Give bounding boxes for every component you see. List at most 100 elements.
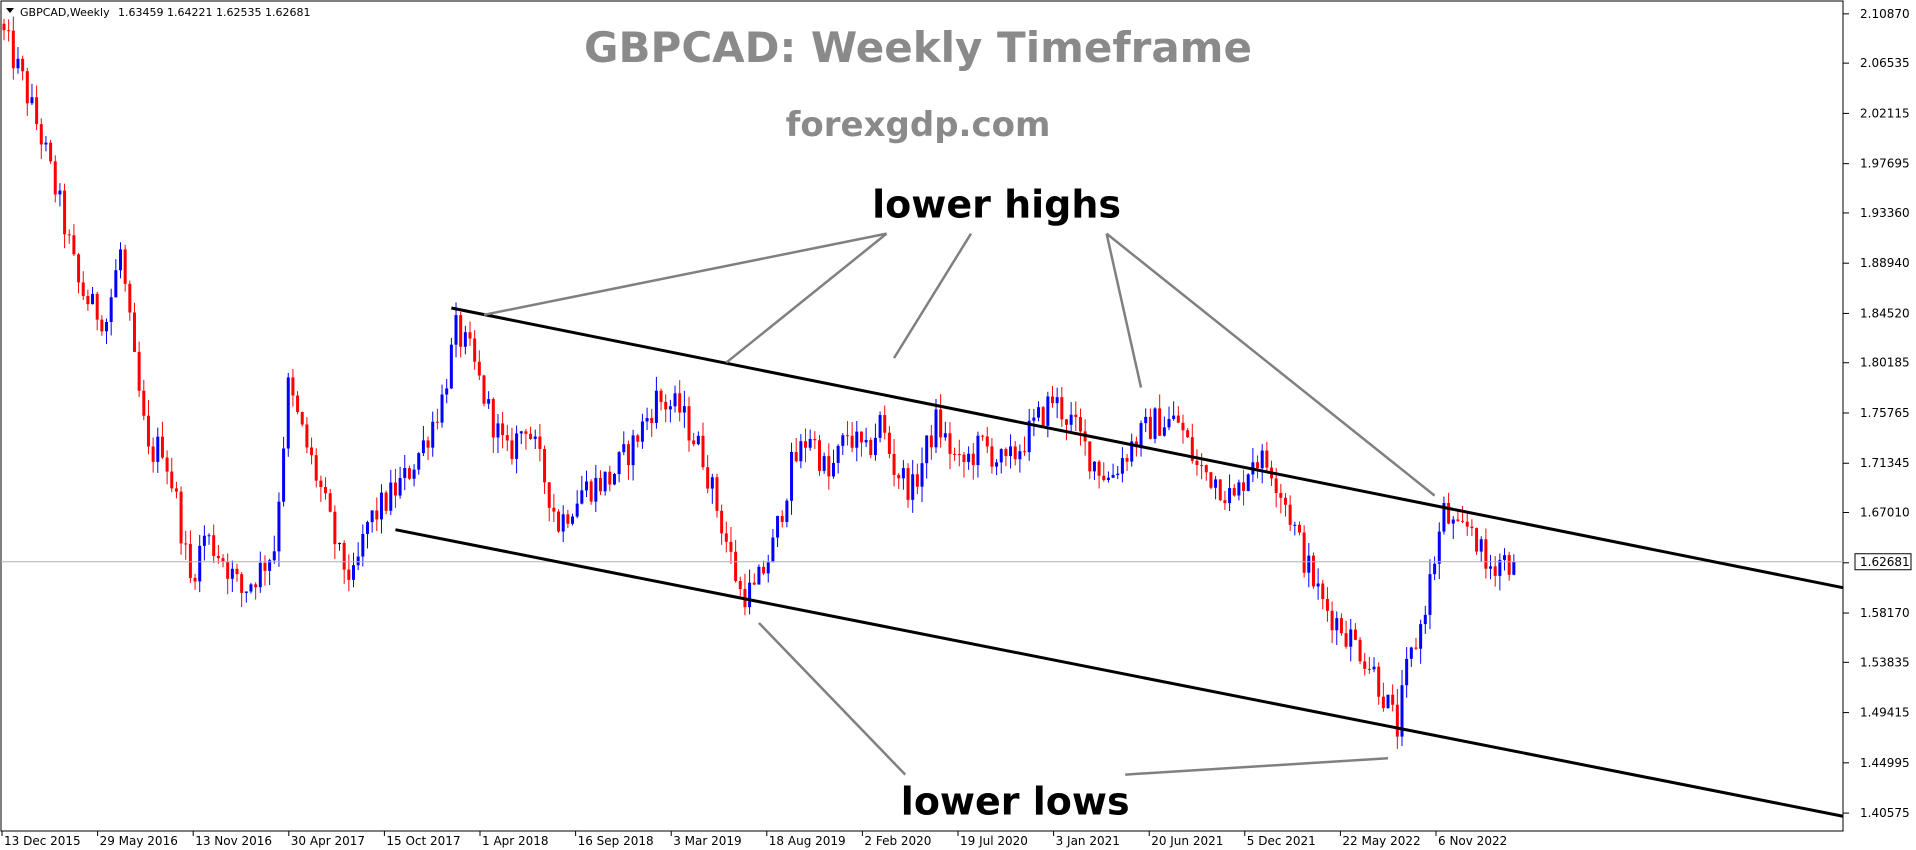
x-tick-label: 30 Apr 2017	[291, 834, 365, 848]
candle-body	[440, 394, 444, 423]
candle-body	[1456, 519, 1460, 521]
candle-body	[1074, 414, 1078, 418]
candle-body	[212, 535, 216, 556]
candle-body	[1260, 450, 1264, 469]
candle-body	[831, 462, 835, 477]
candle-body	[1153, 408, 1157, 439]
candle-body	[1013, 446, 1017, 460]
candle-body	[128, 283, 132, 313]
candle-body	[282, 448, 286, 502]
candle-body	[748, 582, 752, 608]
candle-body	[1102, 475, 1106, 480]
candle-body	[333, 511, 337, 545]
y-tick-label: 1.88940	[1860, 256, 1910, 270]
candle-body	[575, 503, 579, 517]
candle-body	[1507, 555, 1511, 575]
candle-body	[953, 453, 957, 455]
candle-body	[818, 440, 821, 471]
candle-body	[207, 535, 211, 537]
candle-body	[780, 516, 784, 523]
candle-body	[1256, 462, 1260, 469]
candle-body	[1023, 451, 1027, 453]
candle-body	[594, 477, 598, 502]
candle-body	[659, 390, 663, 402]
candle-body	[538, 436, 542, 449]
candle-body	[1041, 407, 1045, 426]
candle-body	[603, 471, 607, 492]
candle-body	[1148, 416, 1152, 439]
candle-body	[738, 580, 742, 590]
candle-body	[897, 474, 901, 479]
candle-body	[734, 551, 738, 581]
candle-body	[1116, 473, 1120, 475]
candle-body	[771, 537, 775, 563]
candle-body	[654, 390, 658, 423]
candle-body	[836, 445, 840, 463]
candle-body	[468, 332, 472, 339]
candle-body	[557, 511, 561, 532]
candle-body	[547, 482, 551, 508]
candle-body	[1353, 629, 1357, 640]
candle-body	[1176, 415, 1180, 423]
candle-body	[63, 190, 67, 235]
candle-body	[184, 543, 188, 545]
candle-body	[622, 444, 626, 453]
candle-body	[1204, 465, 1208, 473]
candle-body	[678, 393, 682, 413]
candle-body	[1344, 633, 1348, 647]
candle-body	[100, 319, 104, 332]
candle-body	[859, 431, 863, 443]
candle-body	[580, 490, 584, 504]
candle-body	[487, 399, 491, 404]
candle-body	[1339, 618, 1343, 634]
x-tick-label: 6 Nov 2022	[1438, 834, 1507, 848]
candle-body	[813, 438, 817, 441]
candle-body	[179, 491, 183, 544]
candle-body	[1395, 704, 1399, 737]
candle-body	[981, 435, 985, 437]
candle-body	[49, 142, 53, 162]
annotation-pointer	[483, 232, 887, 317]
y-tick-label: 1.75765	[1860, 406, 1910, 420]
candle-body	[421, 440, 425, 454]
candle-body	[668, 406, 672, 410]
y-tick-label: 1.71345	[1860, 456, 1910, 470]
candle-body	[1377, 666, 1381, 697]
candle-body	[496, 423, 500, 438]
candle-body	[1158, 408, 1162, 436]
candle-body	[25, 71, 29, 104]
candle-body	[1265, 450, 1269, 468]
candle-body	[165, 457, 169, 472]
y-tick-label: 2.10870	[1860, 7, 1910, 21]
candle-body	[1051, 396, 1054, 404]
candle-body	[510, 440, 514, 459]
candle-body	[1279, 492, 1283, 498]
x-tick-label: 3 Mar 2019	[673, 834, 741, 848]
annotation-pointer	[758, 622, 907, 776]
candle-body	[263, 562, 267, 571]
x-tick-label: 29 May 2016	[100, 834, 178, 848]
candle-body	[338, 542, 342, 545]
y-tick-label: 1.58170	[1860, 606, 1910, 620]
candle-body	[2, 23, 6, 31]
candle-body	[943, 433, 947, 438]
candle-body	[328, 493, 332, 512]
candle-body	[682, 406, 686, 413]
candle-body	[35, 97, 39, 125]
candle-body	[174, 488, 178, 492]
chart-header: GBPCAD,Weekly 1.63459 1.64221 1.62535 1.…	[6, 6, 310, 19]
candle-body	[1335, 618, 1339, 631]
candle-body	[1484, 539, 1488, 569]
candle-body	[426, 440, 430, 448]
candle-body	[1172, 415, 1176, 420]
candle-body	[11, 30, 15, 69]
candle-body	[146, 415, 150, 447]
candle-body	[715, 477, 719, 511]
candle-body	[361, 533, 365, 557]
y-tick-label: 1.40575	[1860, 806, 1910, 820]
candle-body	[1465, 521, 1469, 527]
candle-body	[1297, 524, 1301, 533]
candle-body	[314, 455, 318, 481]
candle-body	[459, 315, 463, 347]
candle-body	[1367, 668, 1371, 670]
